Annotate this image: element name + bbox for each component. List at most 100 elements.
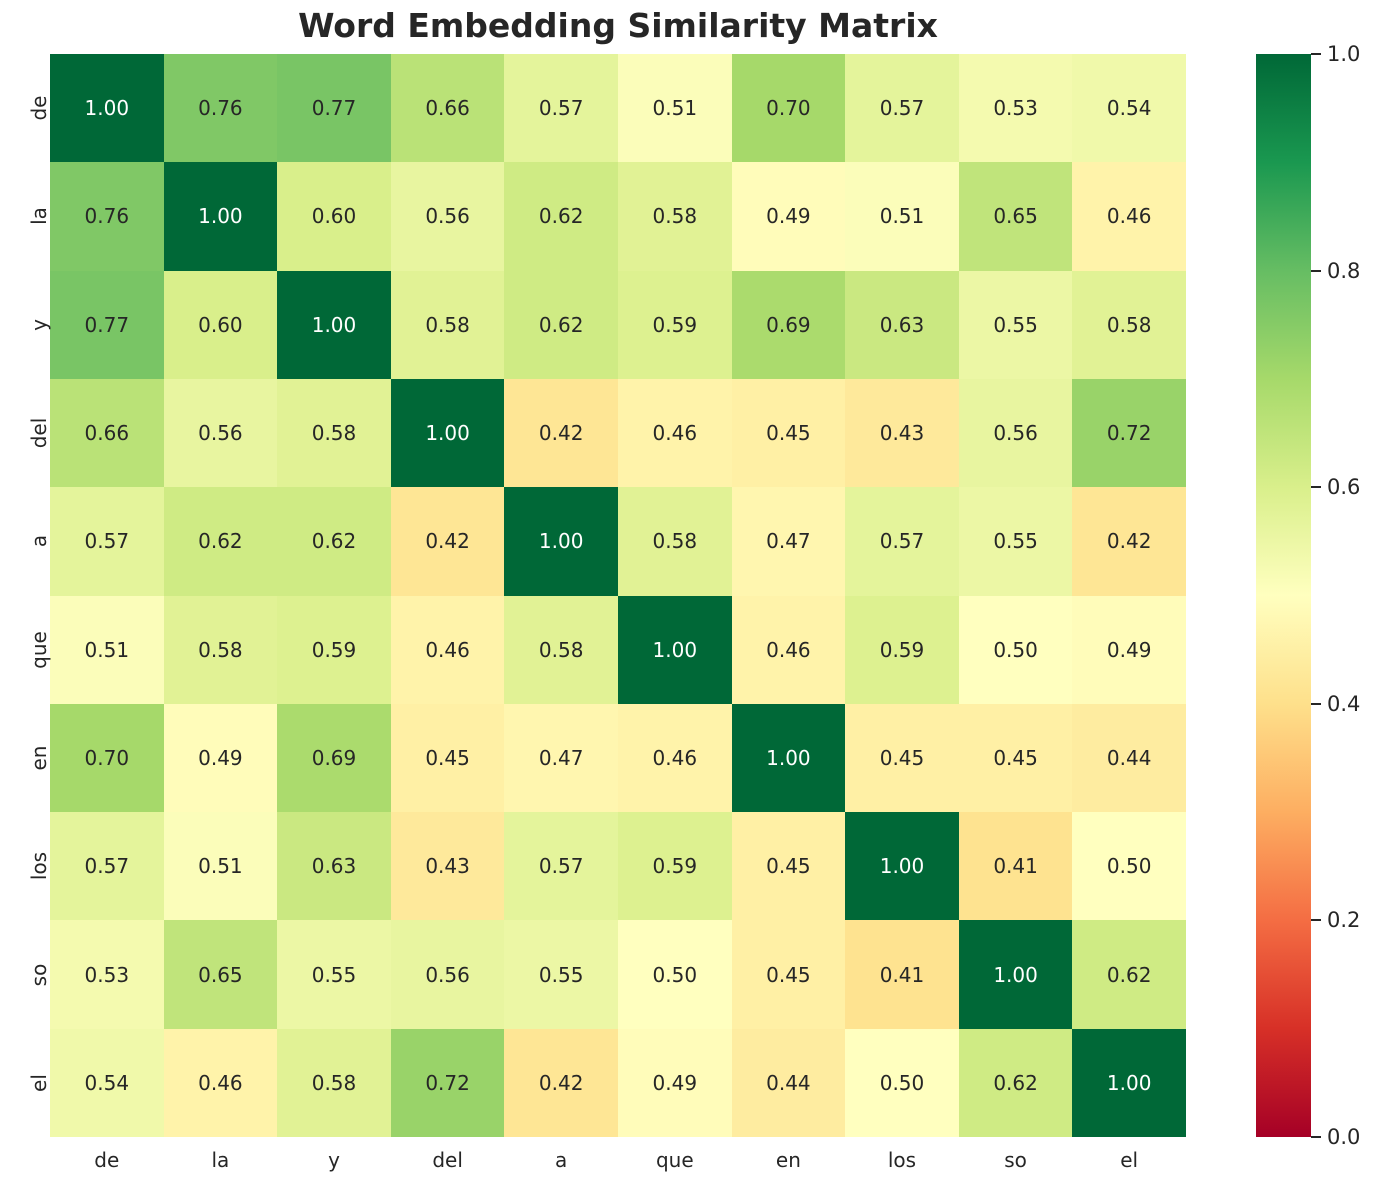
heatmap-cell: 0.59	[617, 270, 732, 379]
colorbar-tick-mark	[1311, 53, 1321, 55]
y-tick-label: y	[27, 318, 52, 331]
heatmap-cell: 0.51	[845, 162, 959, 271]
y-tick-label: en	[27, 745, 52, 771]
heatmap-cell: 0.62	[504, 162, 618, 271]
heatmap-cell: 0.57	[504, 54, 618, 163]
heatmap-cell: 0.58	[1072, 270, 1186, 379]
heatmap-cell: 0.41	[845, 920, 959, 1029]
heatmap-cell: 0.46	[163, 1028, 278, 1137]
x-tick-label: so	[1004, 1148, 1027, 1172]
heatmap-cell: 0.54	[1072, 54, 1186, 163]
heatmap-cell: 0.50	[617, 920, 732, 1029]
heatmap-cell: 0.57	[50, 487, 164, 596]
heatmap-cell: 0.56	[390, 920, 505, 1029]
heatmap-cell: 0.58	[617, 487, 732, 596]
heatmap-cell: 0.57	[50, 812, 164, 921]
heatmap-cell: 0.50	[1072, 812, 1186, 921]
heatmap-cell: 0.47	[731, 487, 846, 596]
colorbar-tick-label: 0.6	[1327, 475, 1361, 500]
heatmap-cell: 0.45	[958, 703, 1073, 813]
colorbar-tick-label: 0.4	[1327, 691, 1361, 716]
heatmap-cell: 0.45	[731, 920, 846, 1029]
heatmap-cell: 1.00	[504, 487, 618, 596]
heatmap-cell: 0.76	[163, 54, 278, 163]
heatmap-cell: 0.60	[163, 270, 278, 379]
heatmap-cell: 0.77	[50, 270, 164, 379]
heatmap-cell: 1.00	[617, 595, 732, 704]
y-tick-label: el	[27, 1073, 52, 1092]
x-tick-label: y	[328, 1148, 340, 1172]
x-tick-label: del	[432, 1148, 463, 1172]
y-tick-label: del	[27, 417, 52, 449]
heatmap-cell: 0.55	[277, 920, 391, 1029]
heatmap-cell: 0.58	[277, 378, 391, 488]
heatmap-cell: 0.49	[163, 703, 278, 813]
heatmap-cell: 0.70	[50, 703, 164, 813]
heatmap-cell: 0.72	[390, 1028, 505, 1137]
heatmap-cell: 0.44	[731, 1028, 846, 1137]
heatmap-cell: 0.70	[731, 54, 846, 163]
y-tick-label: so	[27, 963, 52, 986]
heatmap-cell: 0.45	[390, 703, 505, 813]
heatmap-cell: 0.62	[1072, 920, 1186, 1029]
x-tick-label: en	[775, 1148, 801, 1172]
heatmap-cell: 0.41	[958, 812, 1073, 921]
colorbar-tick-label: 0.2	[1327, 908, 1361, 933]
chart-title: Word Embedding Similarity Matrix	[298, 6, 938, 45]
heatmap-cell: 0.53	[50, 920, 164, 1029]
heatmap-cell: 0.60	[277, 162, 391, 271]
heatmap-cell: 0.65	[958, 162, 1073, 271]
colorbar-tick-mark	[1311, 269, 1321, 272]
heatmap-cell: 0.46	[617, 703, 732, 813]
heatmap-cell: 0.43	[390, 812, 505, 921]
heatmap-cell: 0.45	[731, 378, 846, 488]
y-tick-label: a	[27, 535, 52, 548]
heatmap-cell: 0.51	[163, 812, 278, 921]
x-tick-label: el	[1120, 1148, 1139, 1172]
heatmap-cell: 0.58	[504, 595, 618, 704]
heatmap-cell: 0.55	[958, 270, 1073, 379]
y-tick-label: de	[27, 95, 52, 121]
heatmap-cell: 0.77	[277, 54, 391, 163]
heatmap-cell: 0.42	[504, 1028, 618, 1137]
heatmap-cell: 0.58	[277, 1028, 391, 1137]
heatmap-cell: 0.58	[617, 162, 732, 271]
heatmap-cell: 0.49	[1072, 595, 1186, 704]
heatmap-cell: 0.62	[163, 487, 278, 596]
heatmap-cell: 0.45	[731, 812, 846, 921]
heatmap-cell: 0.53	[958, 54, 1073, 163]
colorbar-tick-mark	[1311, 702, 1321, 705]
heatmap-cell: 1.00	[390, 378, 505, 488]
colorbar-tick-label: 0.0	[1327, 1125, 1361, 1149]
heatmap-cell: 0.65	[163, 920, 278, 1029]
y-tick-label: los	[27, 852, 52, 881]
heatmap-cell: 0.62	[277, 487, 391, 596]
y-tick-label: la	[27, 207, 52, 226]
colorbar-tick-mark	[1311, 919, 1321, 922]
heatmap-cell: 0.66	[390, 54, 505, 163]
heatmap-grid: 1.00 0.76 0.77 0.66 0.57 0.51 0.70 0.57 0.53 0.54…	[50, 54, 1186, 1137]
heatmap-cell: 0.63	[277, 812, 391, 921]
heatmap-cell: 1.00	[277, 270, 391, 379]
heatmap-cell: 0.55	[958, 487, 1073, 596]
heatmap-cell: 0.69	[277, 703, 391, 813]
heatmap-cell: 1.00	[1072, 1028, 1186, 1137]
heatmap-cell: 0.45	[845, 703, 959, 813]
heatmap-cell: 0.51	[50, 595, 164, 704]
heatmap-cell: 0.55	[504, 920, 618, 1029]
heatmap-cell: 0.46	[390, 595, 505, 704]
heatmap-cell: 0.43	[845, 378, 959, 488]
heatmap-cell: 0.72	[1072, 378, 1186, 488]
heatmap-cell: 0.46	[1072, 162, 1186, 271]
heatmap-cell: 0.66	[50, 378, 164, 488]
heatmap-cell: 0.76	[50, 162, 164, 271]
heatmap-cell: 1.00	[958, 920, 1073, 1029]
heatmap-cell: 0.56	[163, 378, 278, 488]
heatmap-cell: 0.58	[163, 595, 278, 704]
heatmap-cell: 0.62	[504, 270, 618, 379]
heatmap-cell: 0.46	[731, 595, 846, 704]
colorbar-tick-label: 0.8	[1327, 258, 1361, 283]
x-tick-label: de	[94, 1148, 120, 1172]
heatmap-cell: 0.57	[845, 487, 959, 596]
heatmap-cell: 0.49	[617, 1028, 732, 1137]
